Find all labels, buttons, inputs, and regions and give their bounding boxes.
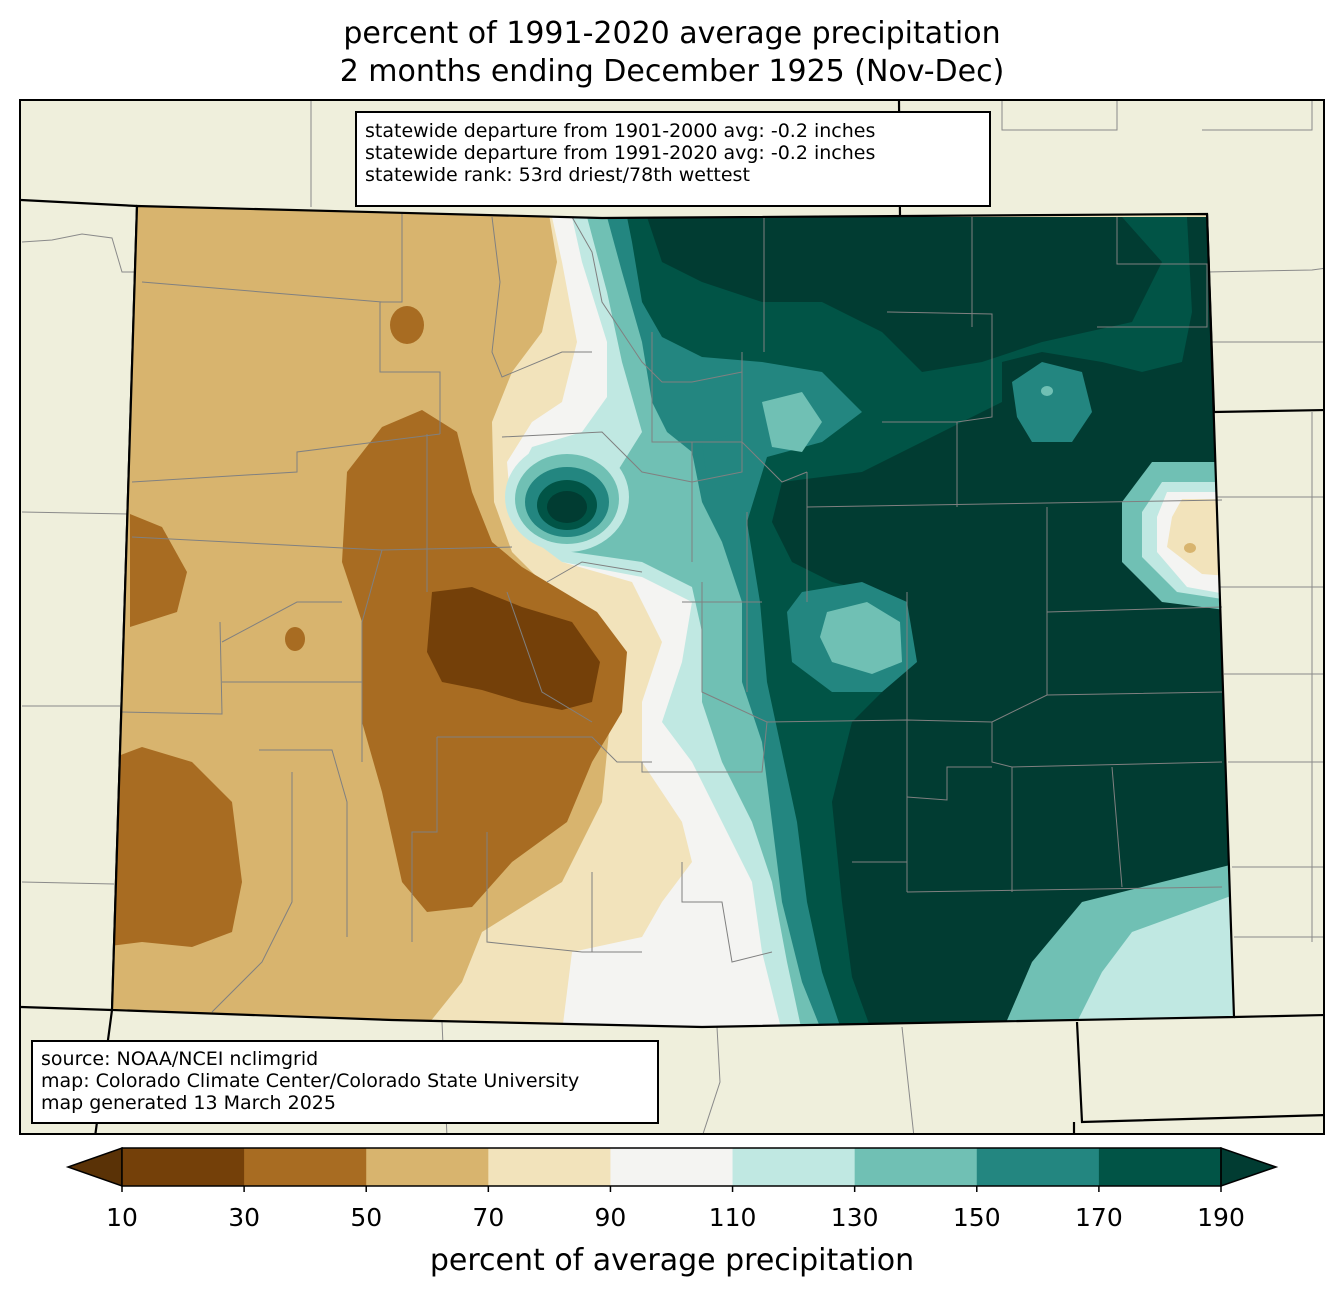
source-line: source: NOAA/NCEI nclimgrid [41, 1048, 319, 1070]
colorbar-tick-label: 50 [350, 1203, 383, 1232]
map-credit-line: map: Colorado Climate Center/Colorado St… [41, 1070, 580, 1092]
colorbar-tick-label: 150 [952, 1203, 1001, 1232]
colorbar-extend-high [1220, 1146, 1279, 1188]
map-panel [19, 99, 1325, 1135]
colorado-border [110, 204, 1236, 1029]
colorbar-segment [732, 1148, 856, 1186]
map-title-line1: percent of 1991-2020 average precipitati… [343, 16, 1001, 51]
colorbar-tick-label: 30 [228, 1203, 261, 1232]
precipitation-map [21, 101, 1323, 1133]
precipitation-contours [112, 206, 1234, 1027]
stats-rank: statewide rank: 53rd driest/78th wettest [365, 164, 750, 186]
stats-departure-1901-2000: statewide departure from 1901-2000 avg: … [365, 120, 876, 142]
colorbar-tick-label: 90 [594, 1203, 627, 1232]
colorbar-segment [122, 1148, 245, 1186]
colorbar-tick-label: 110 [708, 1203, 757, 1232]
colorbar-tick-label: 130 [830, 1203, 879, 1232]
colorbar-extend-low [65, 1146, 123, 1188]
colorbar-segment [244, 1148, 367, 1186]
colorbar-tick-label: 190 [1197, 1203, 1245, 1232]
colorbar-tick-label: 70 [472, 1203, 505, 1232]
colorbar-label: percent of average precipitation [429, 1243, 915, 1278]
generated-date-line: map generated 13 March 2025 [41, 1092, 336, 1114]
county-lines [121, 212, 1223, 1013]
colorbar-tick-label: 10 [106, 1203, 138, 1232]
statewide-stats-box: statewide departure from 1901-2000 avg: … [355, 111, 991, 207]
colorbar-segment [1098, 1148, 1222, 1186]
source-info-box: source: NOAA/NCEI nclimgrid map: Colorad… [31, 1040, 659, 1124]
colorbar-segment [488, 1148, 611, 1186]
colorbar-outline [121, 1147, 1222, 1187]
colorbar [65, 1146, 1279, 1192]
stats-departure-1991-2020: statewide departure from 1991-2020 avg: … [365, 142, 876, 164]
colorbar-segment [366, 1148, 489, 1186]
colorbar-segment [976, 1148, 1100, 1186]
colorbar-tick-label: 170 [1075, 1203, 1123, 1232]
colorbar-segment [854, 1148, 978, 1186]
map-title-line2: 2 months ending December 1925 (Nov-Dec) [339, 54, 1005, 89]
colorbar-segment [610, 1148, 734, 1186]
